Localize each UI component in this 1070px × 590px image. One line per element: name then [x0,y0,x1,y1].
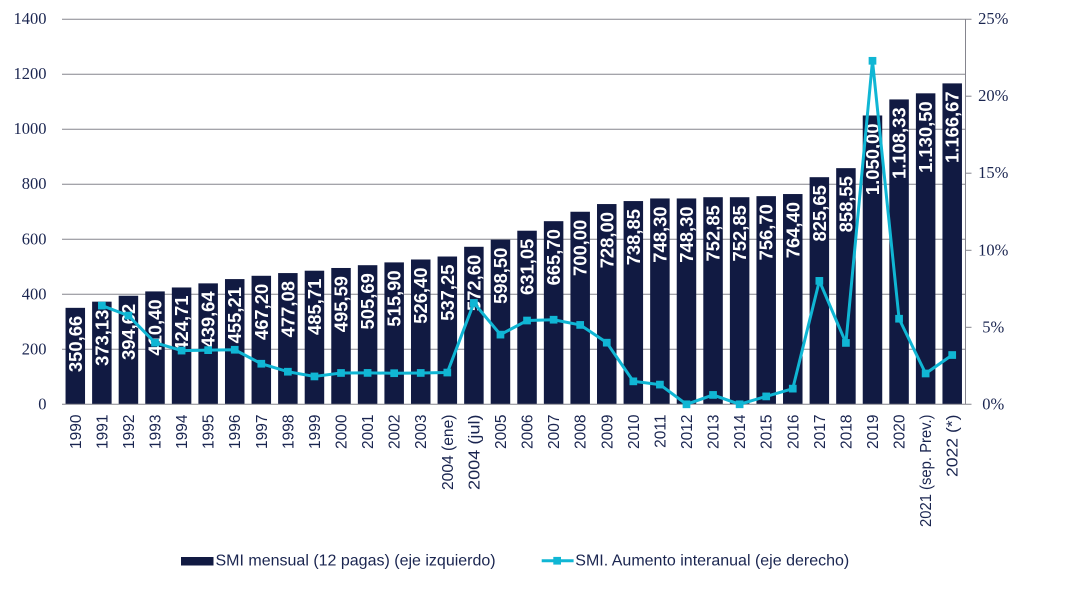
svg-text:1.050,00: 1.050,00 [862,123,883,195]
svg-text:0%: 0% [982,394,1004,413]
svg-text:858,55: 858,55 [835,176,856,232]
svg-text:631,05: 631,05 [517,239,538,295]
svg-text:2022 (*): 2022 (*) [945,415,962,478]
svg-text:2010: 2010 [626,414,643,449]
svg-text:2005: 2005 [493,415,510,449]
svg-text:410,40: 410,40 [145,299,166,355]
svg-text:2011: 2011 [652,415,669,448]
svg-text:424,71: 424,71 [171,295,192,351]
svg-text:1400: 1400 [14,9,47,28]
svg-text:467,20: 467,20 [251,284,272,340]
svg-text:10%: 10% [978,240,1009,259]
svg-text:2020: 2020 [892,414,909,449]
svg-text:1990: 1990 [68,414,85,449]
svg-text:1992: 1992 [121,415,138,449]
svg-text:373,13: 373,13 [91,310,112,366]
svg-text:SMI mensual (12 pagas) (eje iz: SMI mensual (12 pagas) (eje izquierdo) [216,553,496,570]
svg-text:1999: 1999 [307,415,324,449]
svg-text:2008: 2008 [573,415,590,449]
svg-text:2003: 2003 [413,415,430,449]
svg-text:825,65: 825,65 [809,185,830,241]
svg-text:2006: 2006 [520,415,537,449]
svg-text:2018: 2018 [838,415,855,449]
svg-text:1996: 1996 [227,415,244,449]
svg-text:752,85: 752,85 [703,205,724,261]
svg-text:350,66: 350,66 [65,316,86,372]
svg-text:455,21: 455,21 [224,287,245,343]
svg-text:1.108,33: 1.108,33 [889,107,910,179]
svg-text:1994: 1994 [174,414,191,449]
svg-text:495,59: 495,59 [331,276,352,332]
svg-text:738,85: 738,85 [623,209,644,265]
svg-text:1000: 1000 [14,119,47,138]
svg-text:0: 0 [38,394,46,413]
svg-text:764,40: 764,40 [782,202,803,258]
svg-text:2016: 2016 [785,415,802,449]
svg-text:572,60: 572,60 [463,255,484,311]
svg-text:2021 (sep. Prev.): 2021 (sep. Prev.) [918,415,935,528]
svg-text:665,70: 665,70 [543,229,564,285]
svg-text:2004 (ene): 2004 (ene) [440,415,457,491]
svg-text:748,30: 748,30 [676,206,697,262]
svg-text:2009: 2009 [599,415,616,449]
svg-text:1200: 1200 [14,64,47,83]
svg-text:526,40: 526,40 [410,268,431,324]
svg-text:2001: 2001 [360,415,377,449]
svg-text:477,08: 477,08 [277,281,298,337]
svg-text:2002: 2002 [387,415,404,449]
svg-text:SMI. Aumento interanual (eje d: SMI. Aumento interanual (eje derecho) [575,553,849,570]
svg-text:2014: 2014 [732,414,749,449]
svg-text:1.166,67: 1.166,67 [942,91,963,163]
svg-text:20%: 20% [978,86,1009,105]
svg-text:2015: 2015 [759,415,776,449]
svg-text:600: 600 [22,229,47,248]
svg-text:748,30: 748,30 [649,206,670,262]
svg-text:752,85: 752,85 [729,205,750,261]
svg-text:485,71: 485,71 [304,279,325,335]
svg-text:439,64: 439,64 [198,291,219,348]
svg-text:700,00: 700,00 [570,220,591,276]
svg-text:2004 (jul): 2004 (jul) [466,415,483,491]
svg-text:5%: 5% [982,317,1004,336]
svg-text:2012: 2012 [679,415,696,449]
svg-text:728,00: 728,00 [596,212,617,268]
svg-text:598,50: 598,50 [490,248,511,304]
svg-text:200: 200 [22,339,47,358]
svg-text:394,62: 394,62 [118,304,139,360]
svg-text:2007: 2007 [546,415,563,449]
svg-text:1998: 1998 [280,415,297,449]
svg-text:1.130,50: 1.130,50 [915,101,936,173]
svg-text:800: 800 [22,174,47,193]
svg-text:2017: 2017 [812,415,829,449]
svg-text:537,25: 537,25 [437,265,458,321]
svg-text:15%: 15% [978,163,1009,182]
svg-text:25%: 25% [978,9,1009,28]
svg-text:400: 400 [22,284,47,303]
svg-text:1991: 1991 [94,415,111,449]
svg-text:2013: 2013 [706,415,723,449]
svg-text:505,69: 505,69 [357,273,378,329]
svg-text:2019: 2019 [865,415,882,449]
svg-text:515,90: 515,90 [384,270,405,326]
svg-text:1997: 1997 [254,415,271,449]
svg-text:756,70: 756,70 [756,204,777,260]
svg-text:1995: 1995 [201,415,218,449]
svg-text:1993: 1993 [148,415,165,449]
svg-text:2000: 2000 [334,414,351,449]
